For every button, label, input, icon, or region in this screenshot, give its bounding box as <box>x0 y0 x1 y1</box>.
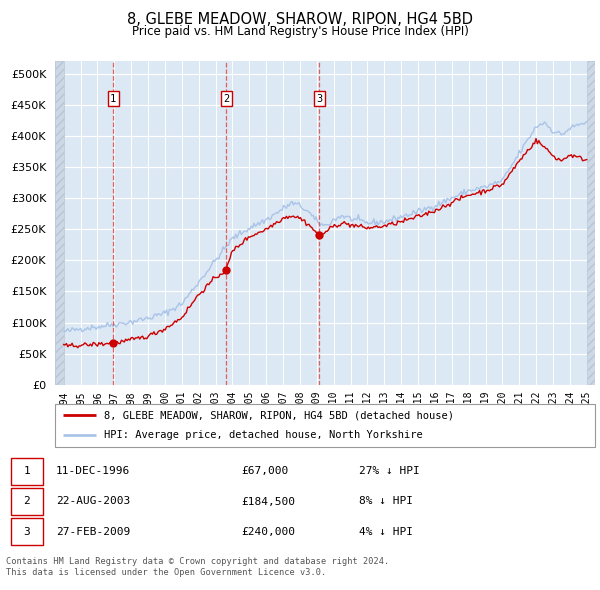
Text: 1: 1 <box>23 466 30 476</box>
Text: 27% ↓ HPI: 27% ↓ HPI <box>359 466 419 476</box>
Bar <box>587 61 595 385</box>
Text: 8, GLEBE MEADOW, SHAROW, RIPON, HG4 5BD (detached house): 8, GLEBE MEADOW, SHAROW, RIPON, HG4 5BD … <box>104 410 454 420</box>
Text: 4% ↓ HPI: 4% ↓ HPI <box>359 527 413 537</box>
FancyBboxPatch shape <box>11 489 43 514</box>
Bar <box>55 61 64 385</box>
Text: 1: 1 <box>110 94 116 104</box>
Text: 22-AUG-2003: 22-AUG-2003 <box>56 497 130 506</box>
FancyBboxPatch shape <box>11 458 43 484</box>
Text: 2: 2 <box>223 94 229 104</box>
Text: 2: 2 <box>23 497 30 506</box>
Text: 3: 3 <box>316 94 322 104</box>
Text: 11-DEC-1996: 11-DEC-1996 <box>56 466 130 476</box>
Text: Price paid vs. HM Land Registry's House Price Index (HPI): Price paid vs. HM Land Registry's House … <box>131 25 469 38</box>
Text: This data is licensed under the Open Government Licence v3.0.: This data is licensed under the Open Gov… <box>6 568 326 576</box>
Text: £240,000: £240,000 <box>241 527 295 537</box>
Text: £67,000: £67,000 <box>241 466 289 476</box>
Text: 3: 3 <box>23 527 30 537</box>
Text: Contains HM Land Registry data © Crown copyright and database right 2024.: Contains HM Land Registry data © Crown c… <box>6 557 389 566</box>
Text: 8, GLEBE MEADOW, SHAROW, RIPON, HG4 5BD: 8, GLEBE MEADOW, SHAROW, RIPON, HG4 5BD <box>127 12 473 27</box>
Text: 8% ↓ HPI: 8% ↓ HPI <box>359 497 413 506</box>
FancyBboxPatch shape <box>11 519 43 545</box>
Text: HPI: Average price, detached house, North Yorkshire: HPI: Average price, detached house, Nort… <box>104 430 422 440</box>
FancyBboxPatch shape <box>55 404 595 447</box>
Text: £184,500: £184,500 <box>241 497 295 506</box>
Text: 27-FEB-2009: 27-FEB-2009 <box>56 527 130 537</box>
